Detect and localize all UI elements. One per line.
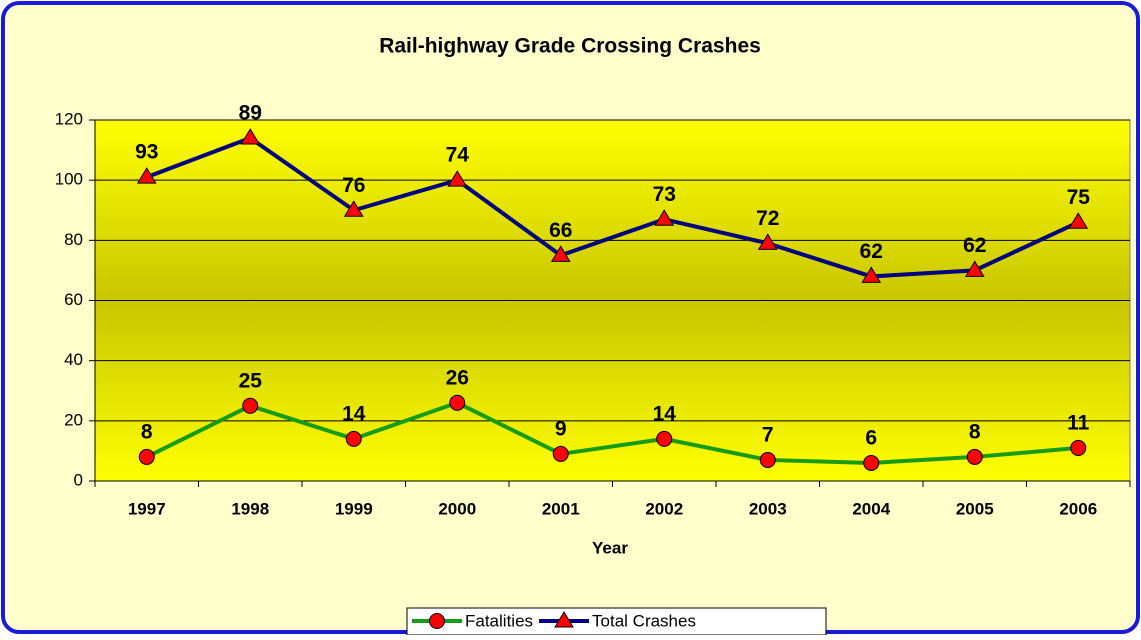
x-tick-label: 1998 (231, 499, 269, 518)
legend-marker (429, 613, 445, 629)
data-point (656, 430, 673, 447)
x-tick-label: 2005 (956, 499, 994, 518)
data-point (654, 209, 675, 226)
data-point (550, 245, 571, 262)
data-label: 76 (342, 174, 365, 197)
x-tick-label: 1997 (128, 499, 166, 518)
data-point (240, 128, 261, 145)
legend-label: Fatalities (465, 611, 533, 630)
data-point (343, 200, 364, 217)
y-tick-label: 100 (55, 170, 83, 189)
x-tick-label: 2001 (542, 499, 580, 518)
y-tick-label: 20 (64, 410, 83, 429)
x-tick-label: 1999 (335, 499, 373, 518)
data-label: 75 (1067, 186, 1091, 209)
data-label: 26 (446, 366, 469, 389)
data-label: 8 (141, 420, 153, 443)
data-label: 73 (653, 183, 676, 206)
data-point (863, 454, 880, 471)
data-point (964, 260, 985, 277)
x-tick-label: 2006 (1059, 499, 1097, 518)
data-point (1068, 212, 1089, 229)
data-label: 66 (549, 219, 572, 242)
data-point (136, 167, 157, 184)
data-label: 11 (1067, 411, 1090, 434)
y-tick-label: 80 (64, 230, 83, 249)
x-tick-label: 2002 (645, 499, 683, 518)
legend (406, 607, 827, 636)
data-label: 72 (756, 207, 779, 230)
series-line (145, 400, 1079, 465)
data-label: 14 (653, 402, 677, 425)
data-label: 62 (963, 234, 986, 257)
data-label: 7 (762, 423, 774, 446)
y-tick-label: 40 (64, 350, 83, 369)
x-tick-label: 2003 (749, 499, 787, 518)
data-label: 25 (239, 369, 263, 392)
series-line (146, 135, 1080, 279)
data-point (759, 451, 776, 468)
data-point (345, 430, 362, 447)
x-tick-label: 2000 (438, 499, 476, 518)
data-label: 14 (342, 402, 366, 425)
data-point (447, 170, 468, 187)
data-point (552, 445, 569, 462)
x-axis-label: Year (592, 538, 628, 557)
legend-label: Total Crashes (592, 611, 696, 630)
x-tick-label: 2004 (852, 499, 890, 518)
data-label: 89 (239, 102, 262, 125)
chart-title: Rail-highway Grade Crossing Crashes (379, 35, 761, 58)
data-point (242, 397, 259, 414)
y-tick-label: 120 (55, 109, 83, 128)
data-point (757, 233, 778, 250)
data-point (138, 448, 155, 465)
data-point (1070, 439, 1087, 456)
y-tick-label: 60 (64, 290, 83, 309)
data-point (449, 394, 466, 411)
data-point (966, 448, 983, 465)
y-tick-label: 0 (74, 470, 83, 489)
data-label: 62 (860, 240, 883, 263)
data-point (861, 266, 882, 283)
data-label: 93 (135, 141, 158, 164)
data-label: 6 (865, 426, 877, 449)
legend-marker (554, 611, 574, 628)
data-label: 8 (969, 420, 981, 443)
data-label: 74 (446, 144, 470, 167)
data-label: 9 (555, 417, 567, 440)
